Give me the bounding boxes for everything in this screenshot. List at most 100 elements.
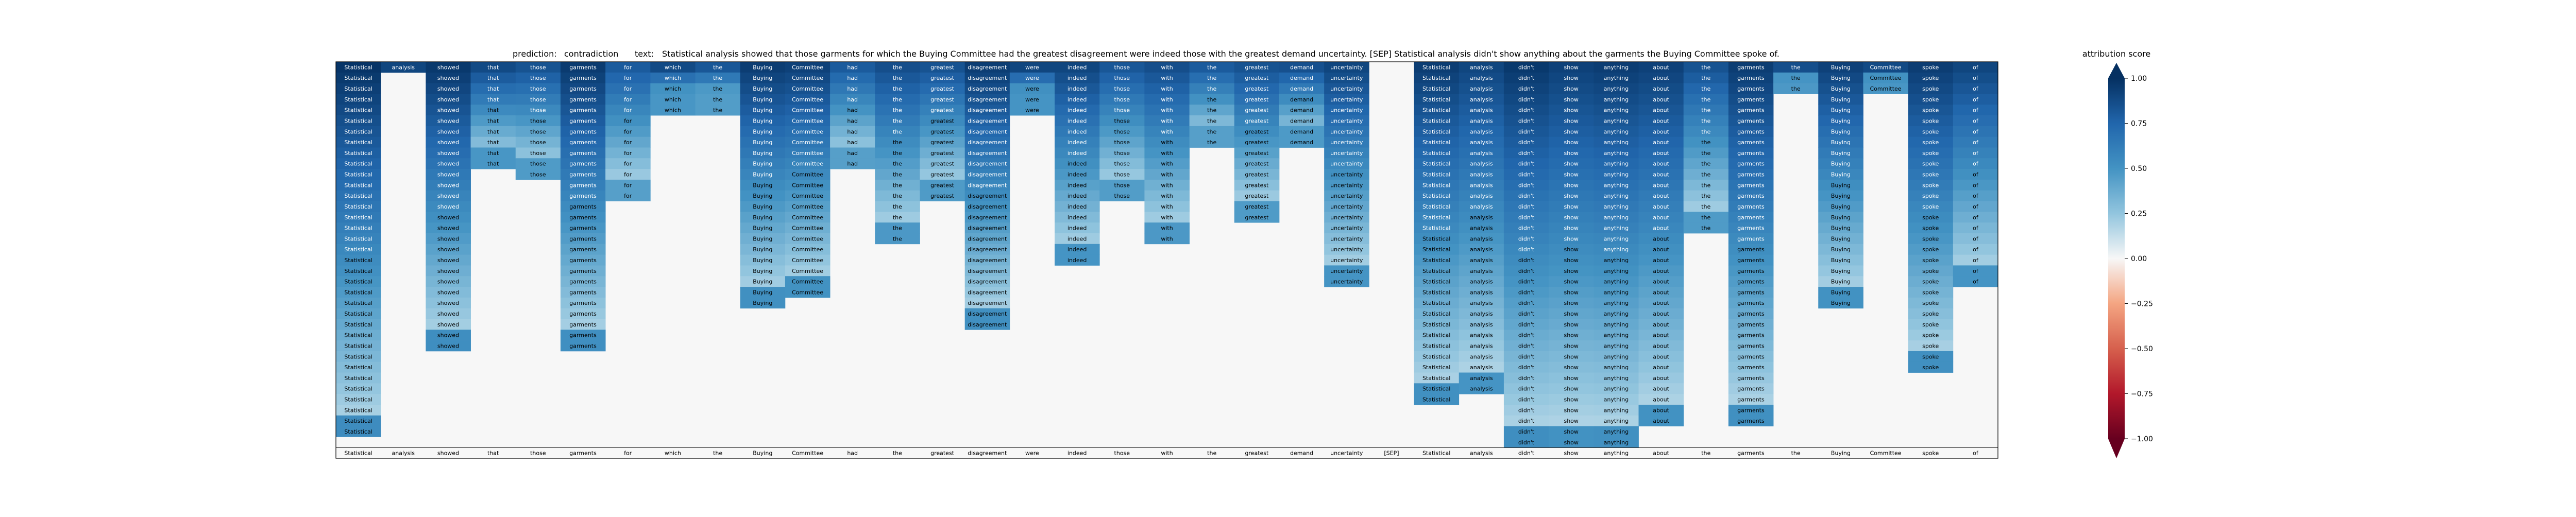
heatmap-cell	[875, 83, 920, 94]
heatmap-cell-label: with	[1161, 225, 1173, 232]
heatmap-cell	[1009, 105, 1055, 116]
heatmap-cell	[964, 254, 1010, 266]
heatmap-cell	[830, 126, 875, 137]
heatmap-cell-label: the	[1791, 75, 1801, 81]
heatmap-cell	[1728, 147, 1774, 159]
heatmap-cell	[1189, 72, 1235, 84]
heatmap-cell-label: disagreement	[968, 214, 1007, 221]
heatmap-cell-label: of	[1973, 128, 1979, 135]
heatmap-cell-label: garments	[569, 117, 597, 124]
heatmap-cell	[1414, 319, 1460, 330]
heatmap-cell	[1728, 383, 1774, 394]
heatmap-cell-label: those	[530, 85, 546, 92]
heatmap-cell	[1055, 136, 1100, 148]
heatmap-cell	[560, 265, 606, 277]
heatmap-cell	[1503, 233, 1549, 245]
heatmap-cell-label: show	[1564, 182, 1578, 188]
heatmap-cell-label: which	[665, 85, 681, 92]
heatmap-cell-label: analysis	[1470, 342, 1493, 349]
heatmap-cell-label: those	[530, 161, 546, 167]
heatmap-cell-label: anything	[1604, 364, 1629, 371]
heatmap-cell	[1234, 190, 1280, 201]
heatmap-cell	[875, 105, 920, 116]
heatmap-cell	[1638, 372, 1684, 384]
heatmap-cell	[920, 105, 965, 116]
heatmap-cell-label: uncertainty	[1330, 96, 1363, 103]
heatmap-cell-label: about	[1653, 289, 1669, 296]
heatmap-cell-label: about	[1653, 235, 1669, 242]
heatmap-cell-label: analysis	[1470, 139, 1493, 146]
heatmap-cell-label: indeed	[1067, 214, 1087, 221]
heatmap-cell	[515, 169, 561, 180]
heatmap-cell-label: showed	[437, 300, 459, 306]
heatmap-cell-label: had	[847, 107, 858, 114]
heatmap-cell	[785, 254, 831, 266]
heatmap-cell-label: indeed	[1067, 203, 1087, 210]
heatmap-cell	[785, 222, 831, 234]
heatmap-cell	[1324, 265, 1369, 277]
heatmap-cell	[1144, 222, 1190, 234]
heatmap-cell	[785, 265, 831, 277]
heatmap-cell	[1099, 158, 1145, 169]
heatmap-cell-label: show	[1564, 246, 1578, 253]
heatmap-cell	[336, 415, 381, 426]
heatmap-cell-label: uncertainty	[1330, 107, 1363, 114]
heatmap-cell	[1953, 158, 1998, 169]
heatmap-cell-label: uncertainty	[1330, 203, 1363, 210]
heatmap-cell-label: show	[1564, 85, 1578, 92]
heatmap-cell-label: for	[624, 150, 632, 157]
heatmap-cell	[1459, 244, 1504, 255]
heatmap-cell	[1728, 415, 1774, 426]
heatmap-cell	[1099, 190, 1145, 201]
heatmap-cell	[1414, 287, 1460, 298]
heatmap-cell-label: greatest	[930, 75, 955, 81]
heatmap-cell-label: garments	[1737, 203, 1765, 210]
heatmap-cell	[426, 233, 471, 245]
heatmap-cell	[1503, 169, 1549, 180]
heatmap-cell	[1503, 115, 1549, 127]
heatmap-cell-label: didn't	[1518, 161, 1535, 167]
heatmap-cell	[1908, 83, 1954, 94]
heatmap-cell-label: Buying	[753, 289, 772, 296]
heatmap-cell	[426, 169, 471, 180]
heatmap-cell-label: uncertainty	[1330, 150, 1363, 157]
heatmap-cell	[560, 115, 606, 127]
heatmap-cell-label: anything	[1604, 128, 1629, 135]
heatmap-cell	[1099, 126, 1145, 137]
heatmap-cell	[1503, 126, 1549, 137]
heatmap-cell	[1144, 147, 1190, 159]
heatmap-cell	[560, 62, 606, 73]
heatmap-cell-label: of	[1973, 171, 1979, 178]
heatmap-cell	[560, 330, 606, 341]
heatmap-cell	[336, 190, 381, 201]
heatmap-cell	[470, 83, 516, 94]
heatmap-cell	[1279, 105, 1325, 116]
heatmap-cell	[1728, 372, 1774, 384]
heatmap-cell	[1055, 169, 1100, 180]
heatmap-cell	[336, 62, 381, 73]
heatmap-cell-label: demand	[1290, 64, 1313, 71]
heatmap-cell-label: Statistical	[344, 235, 372, 242]
heatmap-cell	[336, 72, 381, 84]
heatmap-cell-label: garments	[569, 139, 597, 146]
heatmap-cell-label: disagreement	[968, 85, 1007, 92]
heatmap-cell-label: the	[893, 150, 902, 157]
x-tick-label: the	[893, 450, 902, 457]
heatmap-cell-label: spoke	[1922, 117, 1939, 124]
heatmap-cell-label: Statistical	[1422, 300, 1450, 306]
heatmap-cell-label: Committee	[792, 203, 823, 210]
heatmap-cell-label: showed	[437, 182, 459, 188]
heatmap-cell-label: disagreement	[968, 64, 1007, 71]
heatmap-cell-label: garments	[569, 64, 597, 71]
heatmap-cell	[920, 94, 965, 105]
heatmap-cell	[1414, 179, 1460, 191]
heatmap-cell-label: of	[1973, 279, 1979, 285]
heatmap-cell	[740, 158, 786, 169]
heatmap-cell	[1099, 83, 1145, 94]
heatmap-cell-label: indeed	[1067, 257, 1087, 264]
heatmap-cell-label: disagreement	[968, 150, 1007, 157]
heatmap-cell-label: uncertainty	[1330, 225, 1363, 232]
heatmap-cell	[515, 115, 561, 127]
heatmap-cell	[1683, 169, 1729, 180]
heatmap-cell	[740, 136, 786, 148]
